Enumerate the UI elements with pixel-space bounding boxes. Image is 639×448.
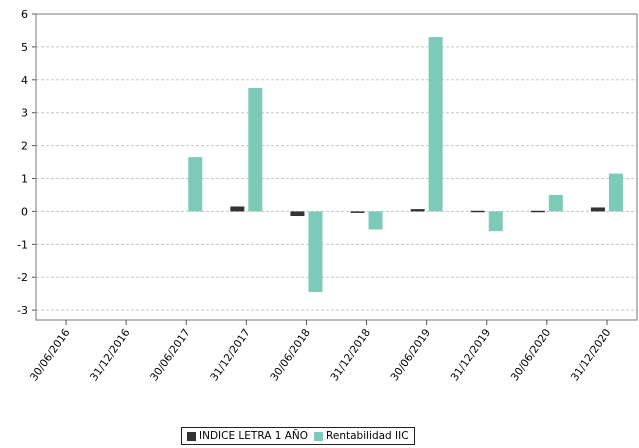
- grid: [36, 13, 637, 311]
- bar-rentabilidad: [428, 37, 443, 212]
- y-tick-label: 5: [21, 41, 28, 54]
- x-tick-label: 31/12/2018: [328, 327, 373, 383]
- legend-label-rentabilidad: Rentabilidad IIC: [326, 430, 409, 442]
- y-tick-label: 2: [21, 140, 28, 153]
- bar-rentabilidad: [548, 194, 563, 212]
- x-tick-labels: 30/06/2016 31/12/2016 30/06/2017 31/12/2017…: [28, 327, 613, 384]
- bar-indice: [230, 206, 245, 212]
- legend-label-indice: INDICE LETRA 1 AÑO: [199, 430, 309, 442]
- legend-item-indice: INDICE LETRA 1 AÑO: [187, 430, 308, 442]
- bars: [188, 37, 623, 293]
- bar-indice: [350, 211, 365, 213]
- x-tick-label: 30/06/2019: [389, 327, 434, 383]
- x-tick-label: 30/06/2020: [509, 327, 554, 383]
- bar-indice: [530, 210, 545, 213]
- x-tick-label: 30/06/2017: [148, 327, 193, 383]
- x-tick-label: 31/12/2019: [449, 327, 494, 383]
- y-tick-labels: 6 5 4 3 2 1 0 -1 -2 -3: [17, 8, 28, 317]
- axes: [32, 13, 638, 325]
- x-tick-label: 30/06/2018: [268, 327, 313, 383]
- legend: INDICE LETRA 1 AÑO Rentabilidad IIC: [181, 427, 415, 445]
- legend-swatch-indice: [187, 431, 196, 441]
- x-tick-label: 31/12/2016: [88, 327, 133, 384]
- legend-item-rentabilidad: Rentabilidad IIC: [314, 430, 409, 442]
- bar-rentabilidad: [308, 211, 323, 293]
- plot-frame: [35, 13, 638, 321]
- y-tick-label: 6: [21, 8, 28, 21]
- bar-rentabilidad: [368, 211, 383, 230]
- y-tick-label: 0: [21, 205, 28, 218]
- bar-rentabilidad: [488, 211, 503, 232]
- y-tick-label: -3: [17, 304, 28, 317]
- x-tick-label: 31/12/2020: [569, 327, 614, 383]
- y-tick-label: 3: [21, 107, 28, 120]
- x-tick-label: 30/06/2016: [28, 327, 73, 384]
- bar-rentabilidad: [248, 88, 263, 212]
- bar-indice: [470, 210, 485, 213]
- y-tick-label: -2: [17, 271, 28, 284]
- bar-indice: [410, 209, 425, 212]
- bar-rentabilidad: [188, 157, 203, 212]
- bar-rentabilidad: [608, 173, 623, 212]
- y-tick-label: -1: [17, 238, 28, 251]
- y-tick-label: 1: [21, 173, 28, 186]
- x-tick-label: 31/12/2017: [208, 327, 253, 383]
- y-tick-label: 4: [21, 74, 28, 87]
- bar-indice: [290, 211, 305, 217]
- legend-swatch-rentabilidad: [314, 431, 324, 441]
- bar-indice: [590, 207, 605, 212]
